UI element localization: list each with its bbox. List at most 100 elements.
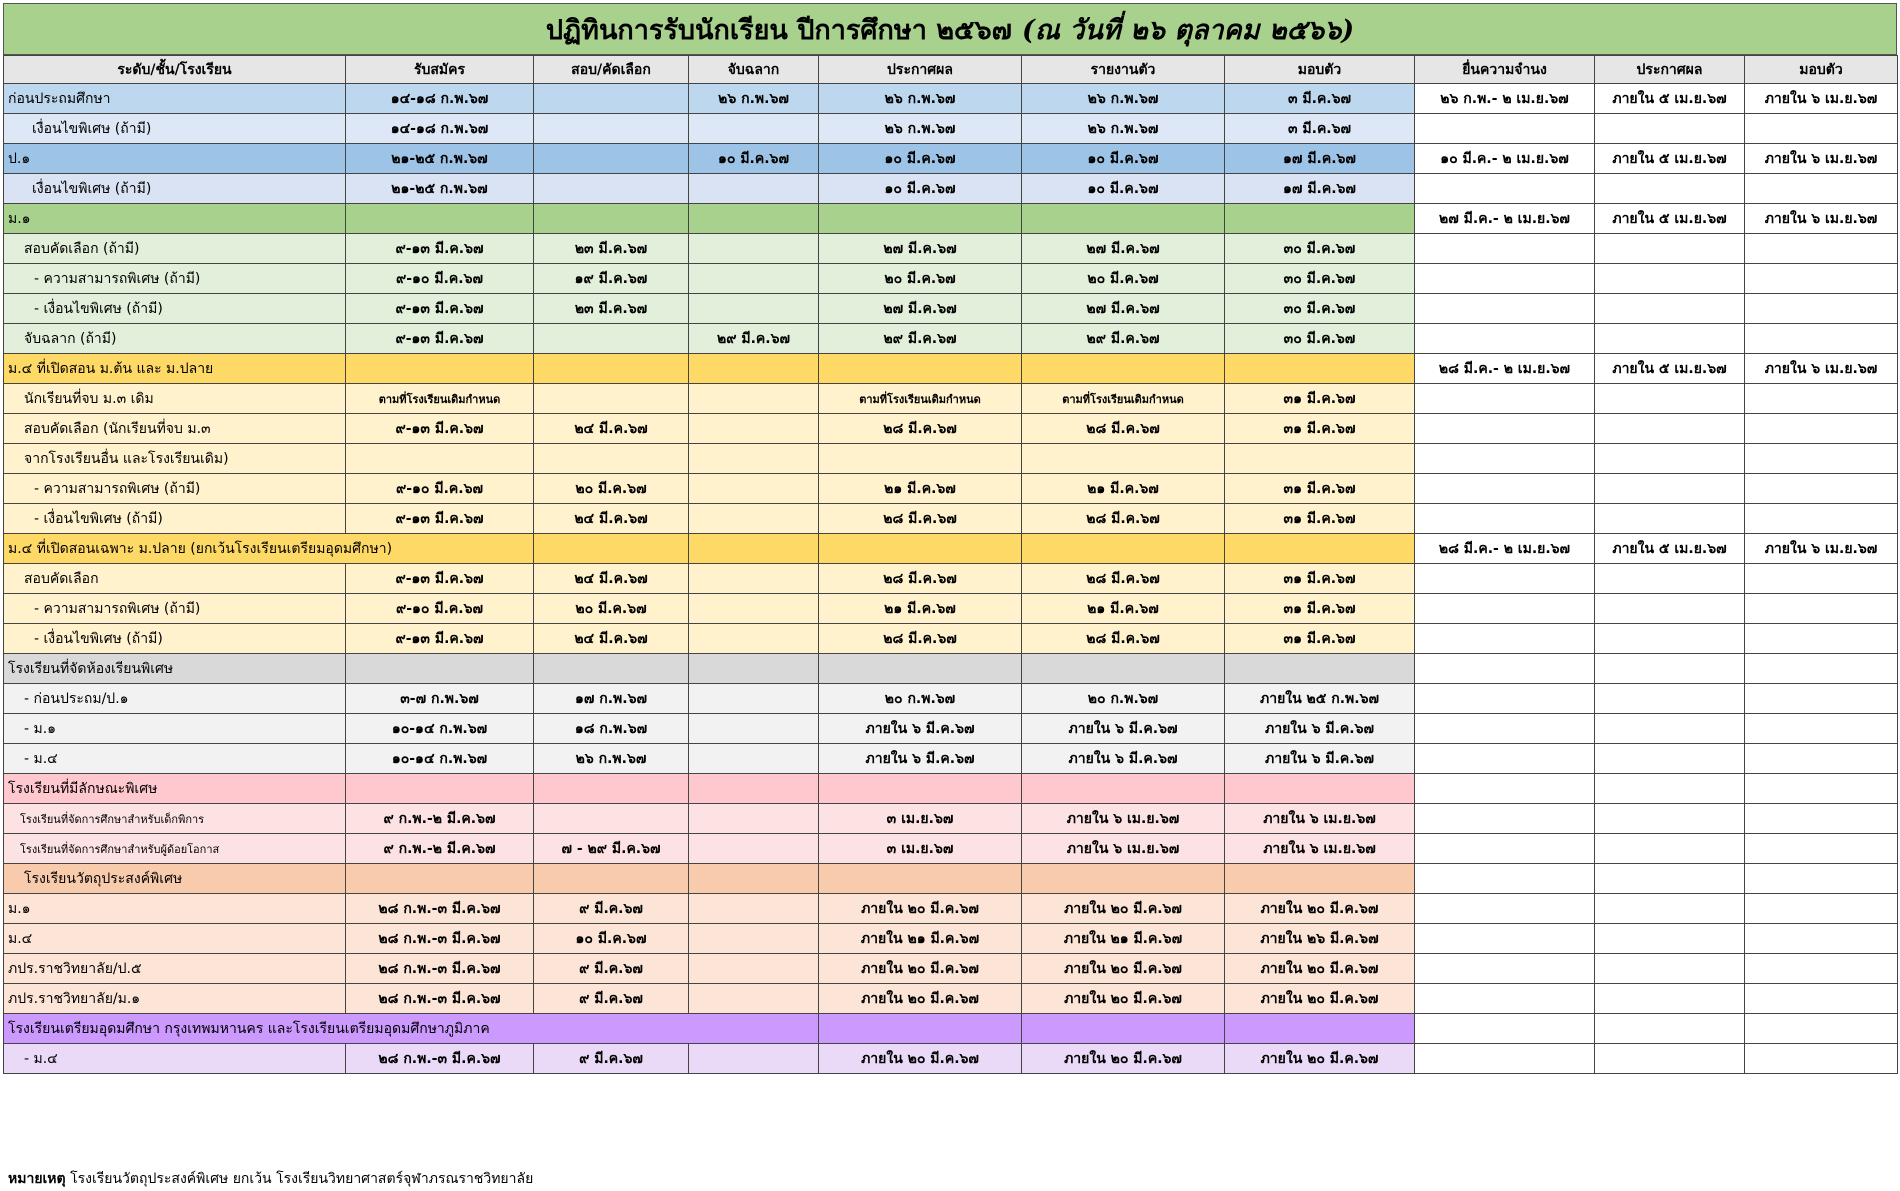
date-cell [688, 653, 819, 684]
date-cell: ๒๖ ก.พ.- ๒ เม.ย.๖๗ [1414, 83, 1595, 114]
date-cell [688, 353, 819, 384]
date-cell [1744, 683, 1898, 714]
date-cell [1744, 743, 1898, 774]
date-cell: ภายใน ๒๖ มี.ค.๖๗ [1224, 923, 1415, 954]
date-cell [1744, 443, 1898, 474]
table-row: ม.๔ ที่เปิดสอนเฉพาะ ม.ปลาย (ยกเว้นโรงเรี… [3, 533, 1898, 564]
table-row: ม.๔ ๒๘ ก.พ.-๓ มี.ค.๖๗ ๑๐ มี.ค.๖๗ ภายใน ๒๑ ม… [3, 923, 1898, 954]
date-cell [1744, 803, 1898, 834]
title-main: ปฏิทินการรับนักเรียน ปีการศึกษา ๒๕๖๗ [545, 14, 1012, 46]
date-cell: ๒๘ มี.ค.๖๗ [818, 563, 1022, 594]
date-cell [533, 203, 689, 234]
date-cell [818, 1013, 1022, 1044]
table-row: ม.๔ ที่เปิดสอน ม.ต้น และ ม.ปลาย ๒๘ มี.ค.-… [3, 353, 1898, 384]
date-cell [1224, 773, 1415, 804]
date-cell: ภายใน ๖ มี.ค.๖๗ [818, 713, 1022, 744]
date-cell [1224, 653, 1415, 684]
date-cell: ๙-๑๐ มี.ค.๖๗ [345, 263, 534, 294]
date-cell [1594, 293, 1745, 324]
date-cell [1594, 653, 1745, 684]
date-cell [1744, 893, 1898, 924]
column-header: ยื่นความจำนง [1414, 55, 1595, 84]
date-cell: ๙-๑๓ มี.ค.๖๗ [345, 623, 534, 654]
date-cell: ๒๘ มี.ค.๖๗ [818, 503, 1022, 534]
date-cell [1744, 563, 1898, 594]
column-header: ระดับ/ชั้น/โรงเรียน [3, 55, 346, 84]
row-label: - เงื่อนไขพิเศษ (ถ้ามี) [3, 623, 346, 654]
date-cell: ๙-๑๓ มี.ค.๖๗ [345, 323, 534, 354]
date-cell: ๓๑ มี.ค.๖๗ [1224, 563, 1415, 594]
date-cell: ภายใน ๖ มี.ค.๖๗ [1224, 713, 1415, 744]
date-cell [1594, 743, 1745, 774]
date-cell [1594, 263, 1745, 294]
date-cell: ๒๐ มี.ค.๖๗ [533, 593, 689, 624]
date-cell [1414, 473, 1595, 504]
date-cell [1744, 833, 1898, 864]
date-cell: ๑๙ มี.ค.๖๗ [533, 263, 689, 294]
date-cell [1744, 233, 1898, 264]
date-cell [818, 863, 1022, 894]
date-cell: ๙-๑๓ มี.ค.๖๗ [345, 413, 534, 444]
date-cell [1594, 863, 1745, 894]
date-cell: ๒๘ มี.ค.๖๗ [1021, 623, 1225, 654]
date-cell: ๒๓ มี.ค.๖๗ [533, 293, 689, 324]
date-cell [1021, 533, 1225, 564]
date-cell [1414, 713, 1595, 744]
date-cell: ๑๐ มี.ค.๖๗ [1021, 173, 1225, 204]
column-header: มอบตัว [1224, 55, 1415, 84]
date-cell: ๑๗ มี.ค.๖๗ [1224, 173, 1415, 204]
table-row: ก่อนประถมศึกษา ๑๔-๑๘ ก.พ.๖๗ ๒๖ ก.พ.๖๗ ๒๖ ก.… [3, 83, 1898, 114]
date-cell: ๒๖ ก.พ.๖๗ [1021, 113, 1225, 144]
date-cell: ๓๐ มี.ค.๖๗ [1224, 323, 1415, 354]
date-cell: ๑๐-๑๔ ก.พ.๖๗ [345, 743, 534, 774]
date-cell: ภายใน ๒๐ มี.ค.๖๗ [1021, 983, 1225, 1014]
date-cell: ภายใน ๖ เม.ย.๖๗ [1744, 83, 1898, 114]
date-cell [1744, 923, 1898, 954]
date-cell [1744, 383, 1898, 414]
date-cell [533, 83, 689, 114]
date-cell: ๒๖ ก.พ.๖๗ [533, 743, 689, 774]
date-cell [1594, 563, 1745, 594]
date-cell: ๒๗ มี.ค.๖๗ [818, 233, 1022, 264]
date-cell [818, 653, 1022, 684]
row-label: จับฉลาก (ถ้ามี) [3, 323, 346, 354]
table-row: โรงเรียนที่จัดการศึกษาสำหรับผู้ด้อยโอกาส… [3, 833, 1898, 864]
table-row: โรงเรียนที่มีลักษณะพิเศษ [3, 773, 1898, 804]
date-cell: ภายใน ๖ เม.ย.๖๗ [1224, 803, 1415, 834]
date-cell [688, 533, 819, 564]
date-cell [688, 383, 819, 414]
date-cell: ๓๐ มี.ค.๖๗ [1224, 293, 1415, 324]
date-cell [818, 443, 1022, 474]
date-cell: ๙ มี.ค.๖๗ [533, 1043, 689, 1074]
date-cell [345, 773, 534, 804]
table-row: จากโรงเรียนอื่น และโรงเรียนเดิม) [3, 443, 1898, 474]
date-cell: ๙ ก.พ.-๒ มี.ค.๖๗ [345, 833, 534, 864]
table-row: - ก่อนประถม/ป.๑ ๓-๗ ก.พ.๖๗ ๑๗ ก.พ.๖๗ ๒๐ ก.พ… [3, 683, 1898, 714]
table-row: สอบคัดเลือก (ถ้ามี) ๙-๑๓ มี.ค.๖๗ ๒๓ มี.ค.๖… [3, 233, 1898, 264]
date-cell [688, 593, 819, 624]
table-row: สอบคัดเลือก ๙-๑๓ มี.ค.๖๗ ๒๔ มี.ค.๖๗ ๒๘ มี.ค… [3, 563, 1898, 594]
date-cell: ๒๑ มี.ค.๖๗ [1021, 593, 1225, 624]
date-cell: ๒๔ มี.ค.๖๗ [533, 413, 689, 444]
date-cell [1594, 713, 1745, 744]
date-cell [1744, 113, 1898, 144]
date-cell: ๙ มี.ค.๖๗ [533, 983, 689, 1014]
date-cell [1594, 413, 1745, 444]
date-cell [1414, 653, 1595, 684]
date-cell: ๒๙ มี.ค.๖๗ [818, 323, 1022, 354]
row-label: โรงเรียนที่จัดการศึกษาสำหรับผู้ด้อยโอกาส [3, 833, 346, 864]
date-cell [1414, 833, 1595, 864]
date-cell [688, 113, 819, 144]
date-cell [1414, 413, 1595, 444]
date-cell: ภายใน ๒๐ มี.ค.๖๗ [1021, 893, 1225, 924]
date-cell: ๒๐ มี.ค.๖๗ [1021, 263, 1225, 294]
date-cell [1594, 773, 1745, 804]
date-cell [1594, 623, 1745, 654]
date-cell: ๙-๑๓ มี.ค.๖๗ [345, 293, 534, 324]
date-cell: ๑๐ มี.ค.- ๒ เม.ย.๖๗ [1414, 143, 1595, 174]
date-cell: ภายใน ๒๐ มี.ค.๖๗ [1224, 953, 1415, 984]
row-label: ม.๔ [3, 923, 346, 954]
date-cell: ภายใน ๒๐ มี.ค.๖๗ [818, 893, 1022, 924]
date-cell [1414, 893, 1595, 924]
date-cell: ๓ เม.ย.๖๗ [818, 833, 1022, 864]
